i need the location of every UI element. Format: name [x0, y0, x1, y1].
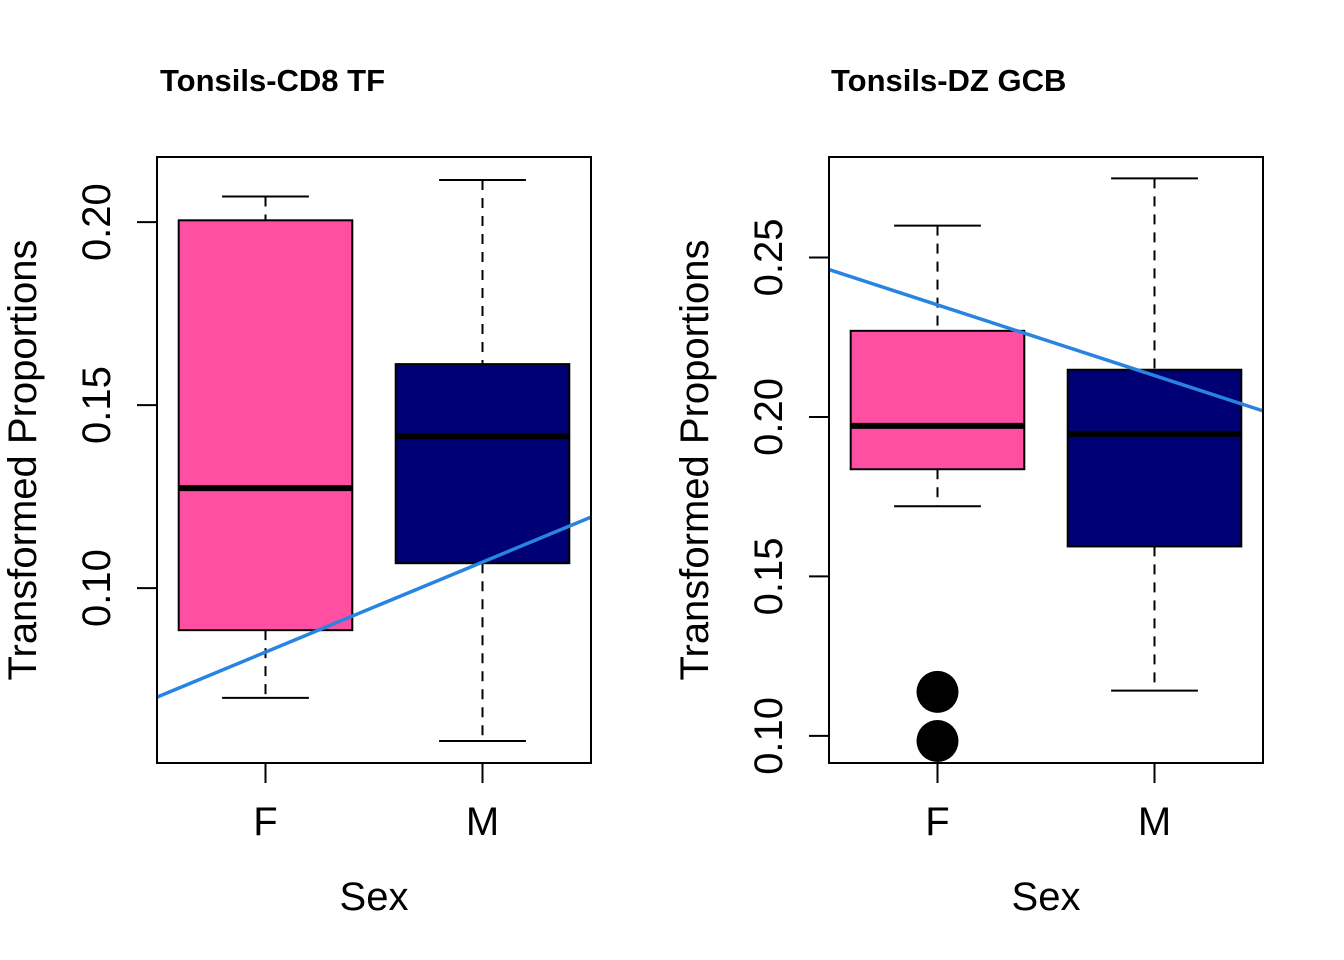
plot-frame — [828, 156, 1264, 764]
box-F — [177, 195, 354, 699]
box-M — [1066, 177, 1243, 692]
y-tick-label: 0.10 — [75, 549, 119, 627]
x-tick-label: M — [1138, 800, 1171, 844]
outlier-point — [916, 719, 959, 762]
y-axis-label: Transformed Proportions — [673, 240, 717, 681]
y-axis-label: Transformed Proportions — [1, 240, 45, 681]
x-tick-label: F — [253, 800, 277, 844]
panel-tonsils-cd8-tf: Tonsils-CD8 TF Sex Transformed Proportio… — [1, 63, 592, 919]
y-tick-label: 0.15 — [747, 537, 791, 615]
panel-tonsils-dz-gcb: Tonsils-DZ GCB Sex Transformed Proportio… — [673, 63, 1264, 919]
y-tick-label: 0.20 — [75, 183, 119, 261]
plot-frame — [156, 156, 592, 764]
box-iqr — [394, 363, 571, 565]
plot-area: 0.10 0.15 0.20 F M — [75, 156, 592, 844]
chart-title: Tonsils-CD8 TF — [160, 63, 385, 98]
chart-title: Tonsils-DZ GCB — [831, 63, 1066, 98]
box-F — [849, 224, 1026, 762]
box-iqr — [177, 219, 354, 632]
box-iqr — [849, 329, 1026, 471]
trend-line — [156, 515, 592, 699]
x-tick-label: M — [466, 800, 499, 844]
box-M — [394, 179, 571, 743]
y-tick-label: 0.15 — [75, 366, 119, 444]
outlier-point — [916, 670, 959, 713]
y-tick-label: 0.20 — [747, 378, 791, 456]
y-tick-label: 0.25 — [747, 219, 791, 297]
trend-line — [828, 267, 1264, 413]
x-axis-label: Sex — [340, 875, 409, 919]
x-tick-label: F — [925, 800, 949, 844]
plot-area: 0.10 0.15 0.20 0.25 F M — [747, 156, 1264, 844]
x-axis-label: Sex — [1012, 875, 1081, 919]
y-tick-label: 0.10 — [747, 697, 791, 775]
box-iqr — [1066, 368, 1243, 548]
